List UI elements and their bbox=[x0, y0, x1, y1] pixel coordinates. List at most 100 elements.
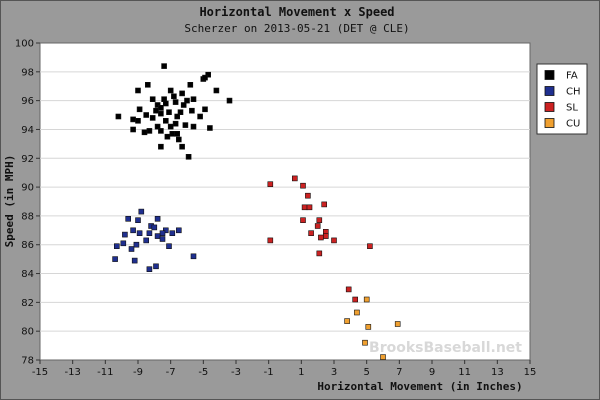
data-point-ch bbox=[163, 227, 169, 234]
data-point-ch bbox=[136, 230, 143, 236]
data-point-cu bbox=[363, 296, 370, 303]
x-tick-label: -5 bbox=[198, 367, 208, 378]
data-point-fa bbox=[145, 82, 151, 88]
y-tick-label: 96 bbox=[21, 96, 34, 107]
data-point-fa bbox=[226, 97, 233, 104]
y-axis-title: Speed (in MPH) bbox=[3, 155, 16, 248]
y-tick-label: 84 bbox=[21, 269, 34, 280]
data-point-ch bbox=[190, 253, 197, 260]
y-tick-label: 98 bbox=[21, 67, 34, 78]
data-point-ch bbox=[166, 243, 172, 249]
data-point-fa bbox=[205, 71, 211, 78]
x-tick-label: 7 bbox=[396, 367, 402, 378]
data-point-fa bbox=[136, 106, 143, 113]
watermark: BrooksBaseball.net bbox=[369, 340, 522, 356]
data-point-ch bbox=[112, 256, 118, 262]
x-tick-label: 5 bbox=[363, 367, 369, 378]
data-point-fa bbox=[185, 154, 192, 160]
data-point-fa bbox=[179, 90, 185, 97]
data-point-ch bbox=[114, 243, 120, 249]
data-point-ch bbox=[176, 227, 182, 234]
data-point-fa bbox=[176, 136, 182, 143]
data-point-fa bbox=[141, 129, 148, 136]
data-point-ch bbox=[133, 241, 140, 248]
legend-label-fa: FA bbox=[566, 71, 578, 82]
x-tick-label: 13 bbox=[491, 367, 504, 378]
y-tick-label: 100 bbox=[15, 39, 34, 50]
data-point-fa bbox=[135, 87, 141, 94]
data-point-fa bbox=[164, 133, 171, 140]
legend-items: FA CH SL CU bbox=[544, 70, 581, 130]
chart-title: Horizontal Movement x Speed bbox=[199, 5, 394, 19]
data-point-fa bbox=[207, 125, 213, 131]
data-point-ch bbox=[169, 230, 176, 236]
data-point-fa bbox=[149, 96, 156, 102]
data-point-fa bbox=[202, 74, 208, 81]
y-tick-label: 94 bbox=[21, 125, 34, 136]
x-tick-label: -3 bbox=[231, 367, 241, 378]
data-point-fa bbox=[130, 116, 136, 123]
x-tick-label: 15 bbox=[524, 367, 537, 378]
x-axis-title: Horizontal Movement (in Inches) bbox=[317, 380, 522, 393]
x-tick-label: 11 bbox=[458, 367, 471, 378]
x-tick-label: -1 bbox=[264, 367, 274, 378]
data-point-sl bbox=[321, 201, 328, 208]
data-point-cu bbox=[362, 339, 368, 346]
data-point-fa bbox=[172, 99, 179, 105]
data-point-sl bbox=[367, 243, 373, 249]
data-point-fa bbox=[179, 143, 185, 150]
data-point-sl bbox=[267, 181, 274, 187]
data-point-sl bbox=[300, 182, 306, 189]
legend: FA CH SL CU bbox=[536, 63, 588, 135]
data-point-ch bbox=[146, 230, 153, 236]
data-point-ch bbox=[120, 240, 127, 247]
data-point-ch bbox=[154, 216, 161, 222]
x-tick-label: -15 bbox=[32, 367, 48, 378]
data-point-sl bbox=[301, 204, 308, 211]
data-point-fa bbox=[163, 100, 169, 107]
data-point-fa bbox=[202, 106, 208, 113]
y-tick-label: 92 bbox=[21, 154, 34, 165]
data-point-fa bbox=[153, 107, 159, 114]
data-point-sl bbox=[316, 217, 323, 223]
data-point-fa bbox=[182, 122, 189, 128]
data-point-fa bbox=[149, 115, 156, 121]
data-point-fa bbox=[163, 118, 169, 124]
chart-subtitle: Scherzer on 2013-05-21 (DET @ CLE) bbox=[184, 22, 409, 35]
data-point-ch bbox=[159, 236, 166, 242]
data-point-sl bbox=[322, 233, 329, 239]
data-point-fa bbox=[171, 93, 177, 100]
x-tick-label: -11 bbox=[97, 367, 113, 378]
data-point-ch bbox=[143, 237, 149, 244]
points-layer bbox=[112, 63, 401, 360]
grid-layer bbox=[40, 71, 530, 332]
y-tick-label: 82 bbox=[21, 298, 34, 309]
data-point-sl bbox=[352, 296, 359, 303]
y-tick-label: 88 bbox=[21, 211, 34, 222]
data-point-cu bbox=[365, 324, 372, 330]
x-tick-label: -9 bbox=[133, 367, 143, 378]
data-point-fa bbox=[161, 63, 167, 69]
data-point-fa bbox=[197, 113, 203, 120]
data-point-fa bbox=[169, 131, 176, 137]
data-point-fa bbox=[167, 123, 174, 130]
data-point-fa bbox=[190, 123, 197, 130]
data-point-sl bbox=[318, 234, 324, 241]
data-point-ch bbox=[130, 227, 136, 234]
data-point-cu bbox=[394, 321, 401, 327]
legend-label-ch: CH bbox=[566, 87, 581, 98]
data-point-ch bbox=[125, 216, 131, 222]
legend-label-cu: CU bbox=[566, 119, 580, 130]
data-point-sl bbox=[300, 217, 306, 223]
data-point-fa bbox=[190, 96, 197, 102]
x-tick-label: -13 bbox=[64, 367, 80, 378]
data-point-cu bbox=[380, 354, 386, 360]
data-point-sl bbox=[345, 286, 352, 293]
data-point-fa bbox=[143, 112, 149, 118]
data-point-fa bbox=[158, 110, 164, 117]
data-point-ch bbox=[159, 230, 166, 236]
x-tick-label: 9 bbox=[429, 367, 435, 378]
x-tick-label: -7 bbox=[166, 367, 176, 378]
